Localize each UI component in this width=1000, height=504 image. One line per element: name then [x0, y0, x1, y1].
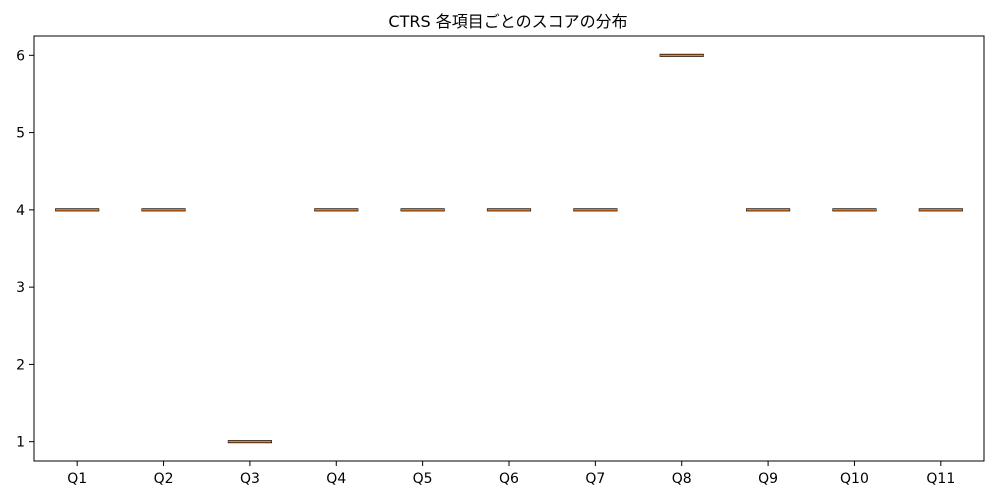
x-tick-label: Q1 — [67, 471, 87, 487]
x-tick-label: Q10 — [840, 471, 869, 487]
y-tick-label: 6 — [16, 48, 25, 64]
box-q8 — [659, 53, 704, 57]
chart-title: CTRS 各項目ごとのスコアの分布 — [388, 12, 627, 31]
x-tick-label: Q2 — [154, 471, 174, 487]
box-q7 — [573, 208, 618, 212]
box-q10 — [832, 208, 877, 212]
x-tick-label: Q4 — [326, 471, 346, 487]
box-q9 — [746, 208, 791, 212]
x-tick-label: Q8 — [672, 471, 692, 487]
x-tick-label: Q3 — [240, 471, 260, 487]
plot-area-frame — [33, 35, 985, 462]
box-q1 — [55, 208, 100, 212]
x-tick-label: Q11 — [926, 471, 955, 487]
box-q5 — [400, 208, 445, 212]
x-tick-label: Q5 — [413, 471, 433, 487]
x-tick-label: Q6 — [499, 471, 519, 487]
y-tick-label: 2 — [16, 357, 25, 373]
x-tick-label: Q7 — [585, 471, 605, 487]
box-series — [55, 53, 963, 444]
y-tick-label: 5 — [16, 126, 25, 142]
y-tick-label: 1 — [16, 435, 25, 451]
box-q6 — [486, 208, 532, 212]
x-axis: Q1 Q2 Q3 Q4 Q5 Q6 Q7 Q8 Q9 Q10 Q11 — [67, 461, 955, 487]
box-q11 — [918, 208, 963, 212]
box-q4 — [314, 208, 359, 212]
box-q3 — [227, 440, 272, 444]
y-tick-label: 4 — [16, 203, 25, 219]
y-tick-label: 3 — [16, 280, 25, 296]
x-tick-label: Q9 — [758, 471, 778, 487]
box-q2 — [141, 208, 186, 212]
y-axis: 1 2 3 4 5 6 — [16, 48, 34, 451]
